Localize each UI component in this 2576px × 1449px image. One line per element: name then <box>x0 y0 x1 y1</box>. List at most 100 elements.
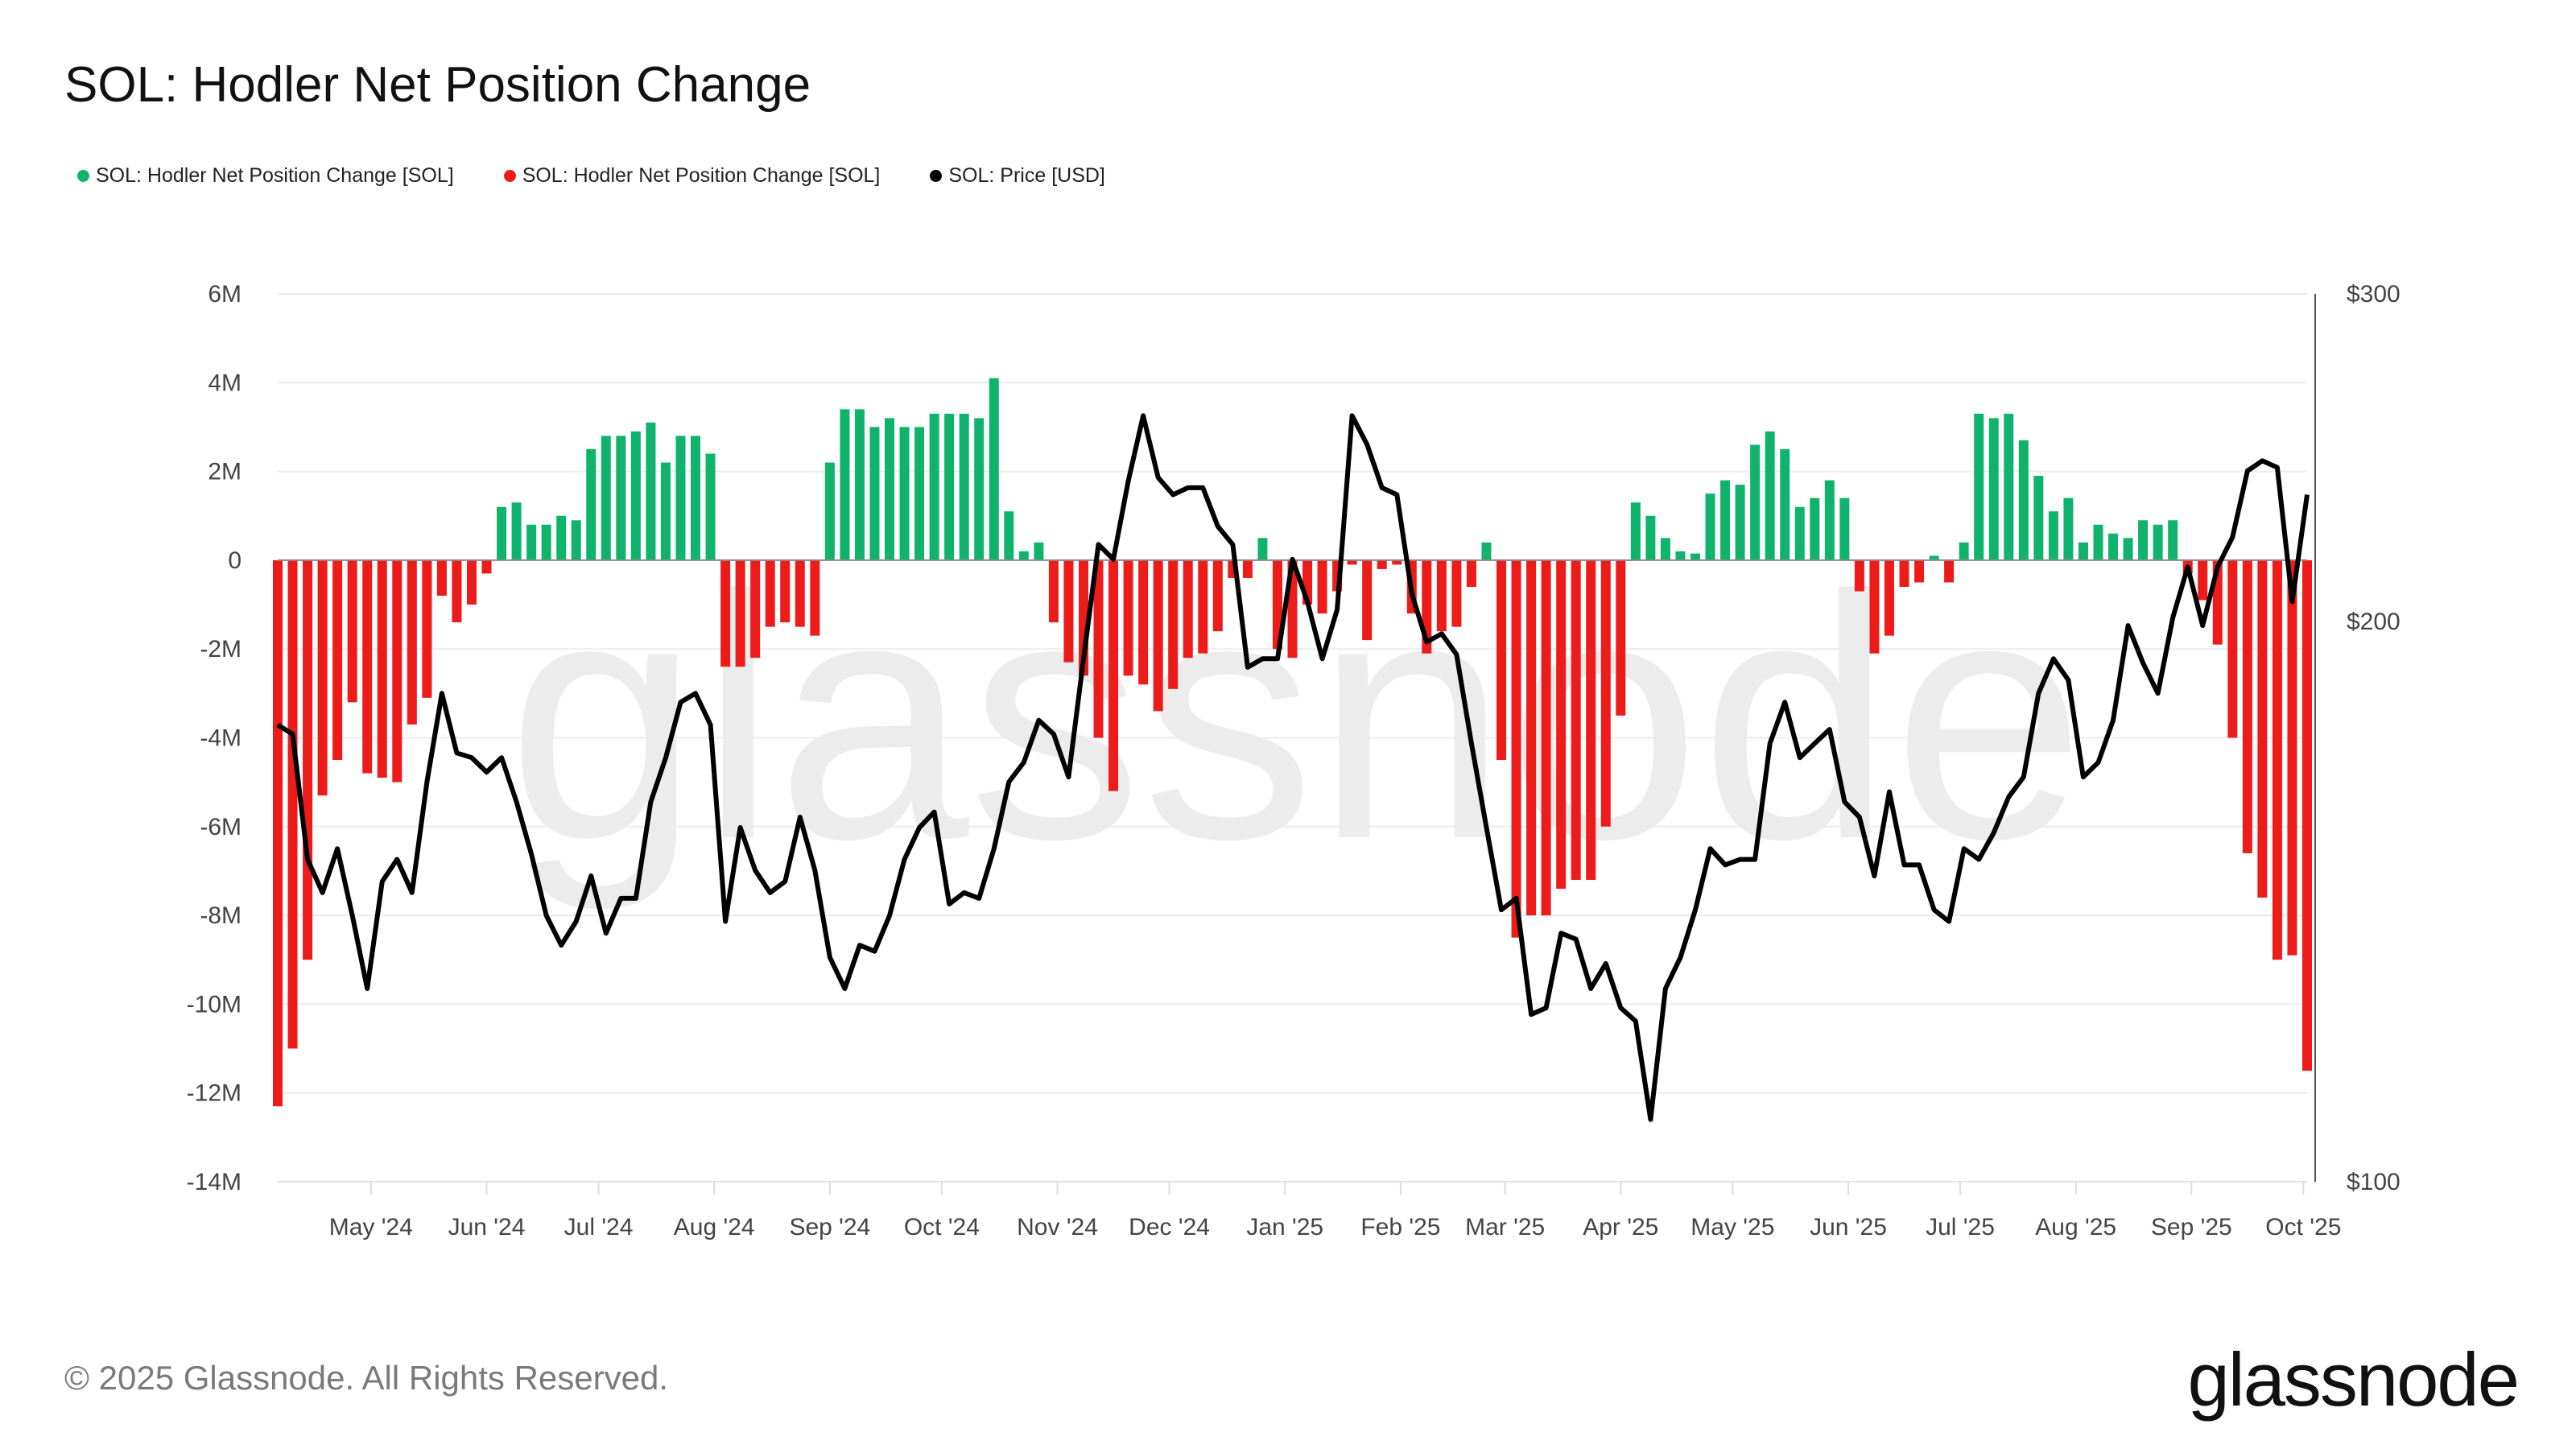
chart-title: SOL: Hodler Net Position Change <box>64 57 811 113</box>
bar-negative <box>2302 559 2312 1071</box>
bar-negative <box>436 559 447 597</box>
bar-positive <box>929 413 939 560</box>
x-axis-tick-label: Jul '24 <box>564 1214 634 1241</box>
left-axis-tick-label: 6M <box>208 281 242 308</box>
bar-negative <box>377 559 387 778</box>
x-axis-tick-label: Oct '25 <box>2265 1214 2341 1241</box>
bar-positive <box>511 502 522 560</box>
bar-negative <box>407 559 417 724</box>
bar-negative <box>273 559 283 1107</box>
x-axis-tick-label: Sep '25 <box>2151 1214 2232 1241</box>
bar-negative <box>720 559 731 667</box>
bar-negative <box>1899 559 1909 587</box>
x-axis-tick-label: Dec '24 <box>1129 1214 1210 1241</box>
bar-negative <box>347 559 357 703</box>
bar-negative <box>2272 559 2282 960</box>
bar-positive <box>974 418 985 560</box>
legend-dot-red-icon <box>503 170 516 182</box>
bar-positive <box>1810 497 1820 560</box>
bar-negative <box>795 559 805 627</box>
bar-negative <box>1048 559 1059 623</box>
right-axis-tick-label: $100 <box>2347 1169 2401 1195</box>
x-axis-tick-label: Jul '25 <box>1926 1214 1995 1241</box>
bar-negative <box>1586 559 1596 880</box>
bar-negative <box>1138 559 1149 685</box>
bar-negative <box>392 559 402 782</box>
bar-positive <box>1675 551 1686 560</box>
bar-positive <box>869 427 880 560</box>
net-position-bars <box>273 378 2312 1107</box>
bar-negative <box>362 559 373 774</box>
bar-negative <box>1869 559 1880 654</box>
bar-positive <box>824 462 835 560</box>
bar-positive <box>1720 480 1731 560</box>
bar-positive <box>2004 413 2014 560</box>
left-axis-tick-label: 4M <box>208 369 242 396</box>
bar-negative <box>303 559 313 960</box>
bar-positive <box>1004 511 1014 560</box>
gridlines <box>278 293 2307 1183</box>
legend-dot-green-icon <box>77 170 89 182</box>
bar-positive <box>1824 480 1835 560</box>
bar-negative <box>1854 559 1864 592</box>
left-axis-tick-label: -8M <box>200 902 242 929</box>
bar-negative <box>1496 559 1507 761</box>
right-axis-tick-label: $200 <box>2347 609 2401 635</box>
bar-positive <box>1690 553 1700 560</box>
legend-item-price[interactable]: SOL: Price [USD] <box>930 164 1105 188</box>
bar-positive <box>646 422 656 560</box>
bar-positive <box>2078 542 2088 560</box>
bar-positive <box>1839 497 1850 560</box>
x-axis-tick-label: May '24 <box>329 1214 413 1241</box>
bar-negative <box>1183 559 1193 658</box>
bar-positive <box>2153 524 2163 560</box>
bar-negative <box>1347 559 1357 565</box>
bar-negative <box>2287 559 2297 956</box>
legend-item-positive[interactable]: SOL: Hodler Net Position Change [SOL] <box>77 164 454 188</box>
legend: SOL: Hodler Net Position Change [SOL] SO… <box>77 164 1105 188</box>
bar-positive <box>526 524 537 560</box>
bar-positive <box>2123 538 2133 560</box>
bar-positive <box>840 409 850 560</box>
bar-negative <box>287 559 298 1049</box>
bar-positive <box>885 418 895 560</box>
bar-negative <box>2227 559 2238 738</box>
bar-negative <box>1317 559 1327 614</box>
bar-negative <box>750 559 761 658</box>
bar-positive <box>601 436 611 560</box>
bar-positive <box>989 378 999 560</box>
bar-positive <box>1034 542 1044 560</box>
bar-negative <box>765 559 775 627</box>
bar-negative <box>1600 559 1611 827</box>
left-axis-tick-label: -4M <box>200 725 242 752</box>
bar-positive <box>1257 538 1268 560</box>
x-axis-tick-label: Oct '24 <box>904 1214 980 1241</box>
bar-positive <box>1780 449 1790 560</box>
bar-positive <box>630 431 641 560</box>
bar-negative <box>1526 559 1537 916</box>
bar-positive <box>556 515 567 560</box>
bar-positive <box>1630 502 1641 560</box>
bar-negative <box>1242 559 1253 578</box>
bar-positive <box>1735 485 1745 560</box>
bar-positive <box>2048 511 2058 560</box>
bar-positive <box>1750 444 1761 560</box>
legend-item-negative[interactable]: SOL: Hodler Net Position Change [SOL] <box>503 164 880 188</box>
bar-positive <box>691 436 701 560</box>
bar-positive <box>1645 515 1656 560</box>
bar-positive <box>497 506 507 560</box>
glassnode-logo[interactable]: glassnode <box>2187 1337 2520 1422</box>
bar-negative <box>317 559 328 796</box>
bar-positive <box>1929 555 1939 560</box>
axes: 6M 4M 2M 0 -2M -4M -6M -8M -10M -12M -14M $300 $200 $… <box>187 281 2401 1241</box>
bar-negative <box>1063 559 1074 663</box>
bar-positive <box>2033 476 2044 560</box>
x-axis-tick-label: Apr '25 <box>1583 1214 1658 1241</box>
bar-positive <box>1705 493 1715 560</box>
bar-positive <box>586 449 597 560</box>
bar-negative <box>466 559 477 605</box>
bar-positive <box>1959 542 1969 560</box>
bar-positive <box>705 453 716 560</box>
bar-negative <box>1944 559 1955 583</box>
